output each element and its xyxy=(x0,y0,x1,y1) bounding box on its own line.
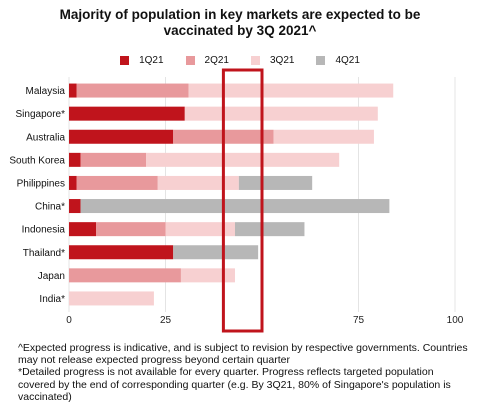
legend-swatch-3q21 xyxy=(251,55,260,65)
category-label-india: India* xyxy=(39,294,65,305)
bar-indonesia-3q21 xyxy=(165,222,235,237)
footnote-expected-progress: ^Expected progress is indicative, and is… xyxy=(18,342,468,367)
legend: 1Q21 2Q21 3Q21 4Q21 xyxy=(0,53,480,67)
category-label-japan: Japan xyxy=(38,271,65,282)
bar-south-korea-3q21 xyxy=(146,152,340,167)
legend-label-2q21: 2Q21 xyxy=(204,54,229,66)
bar-japan-3q21 xyxy=(180,268,235,283)
category-label-south-korea: South Korea xyxy=(9,155,65,166)
bar-philippines-4q21 xyxy=(238,175,313,190)
legend-swatch-4q21 xyxy=(316,55,326,65)
legend-label-1q21: 1Q21 xyxy=(139,54,164,66)
chart-title: Majority of population in key markets ar… xyxy=(59,7,421,38)
bar-japan-2q21 xyxy=(69,268,181,283)
footnotes: ^Expected progress is indicative, and is… xyxy=(18,342,473,403)
highlight-band-box xyxy=(221,68,264,333)
bar-australia-1q21 xyxy=(69,129,174,144)
legend-item-2q21: 2Q21 xyxy=(185,53,229,67)
bar-philippines-1q21 xyxy=(69,175,77,190)
x-tick-label-75: 75 xyxy=(353,315,365,326)
bar-australia-3q21 xyxy=(273,129,374,144)
bar-singapore-1q21 xyxy=(69,106,185,121)
category-label-australia: Australia xyxy=(26,132,65,143)
legend-item-1q21: 1Q21 xyxy=(120,53,164,67)
legend-swatch-2q21 xyxy=(185,55,195,65)
footnote-detailed-progress: *Detailed progress is not available for … xyxy=(18,366,451,403)
bar-india-3q21 xyxy=(69,291,154,306)
category-label-philippines: Philippines xyxy=(17,178,65,189)
bar-philippines-2q21 xyxy=(76,175,158,190)
bar-malaysia-1q21 xyxy=(69,83,77,98)
bar-thailand-4q21 xyxy=(173,245,259,260)
bar-philippines-3q21 xyxy=(157,175,239,190)
legend-swatch-1q21 xyxy=(120,55,130,65)
bar-singapore-3q21 xyxy=(184,106,378,121)
bar-south-korea-2q21 xyxy=(80,152,147,167)
legend-label-4q21: 4Q21 xyxy=(335,54,360,66)
category-label-thailand: Thailand* xyxy=(23,248,65,259)
bar-thailand-1q21 xyxy=(69,245,174,260)
legend-item-3q21: 3Q21 xyxy=(251,53,294,67)
category-label-indonesia: Indonesia xyxy=(22,225,66,236)
legend-label-3q21: 3Q21 xyxy=(270,54,295,66)
bar-chart: 0 25 75 100 Malaysia Singapore* Australia South… xyxy=(9,68,464,333)
x-tick-label-25: 25 xyxy=(160,315,172,326)
category-label-malaysia: Malaysia xyxy=(26,86,66,97)
x-tick-label-0: 0 xyxy=(66,315,72,326)
bar-malaysia-2q21 xyxy=(76,83,189,98)
bar-china-4q21 xyxy=(80,199,390,214)
x-tick-label-100: 100 xyxy=(447,315,464,326)
bar-malaysia-3q21 xyxy=(188,83,394,98)
bar-indonesia-4q21 xyxy=(234,222,305,237)
legend-item-4q21: 4Q21 xyxy=(316,53,360,67)
bar-china-1q21 xyxy=(69,199,81,214)
bar-south-korea-1q21 xyxy=(69,152,81,167)
bar-indonesia-1q21 xyxy=(69,222,97,237)
category-label-singapore: Singapore* xyxy=(16,109,66,120)
bar-indonesia-2q21 xyxy=(96,222,166,237)
category-label-china: China* xyxy=(35,202,65,213)
